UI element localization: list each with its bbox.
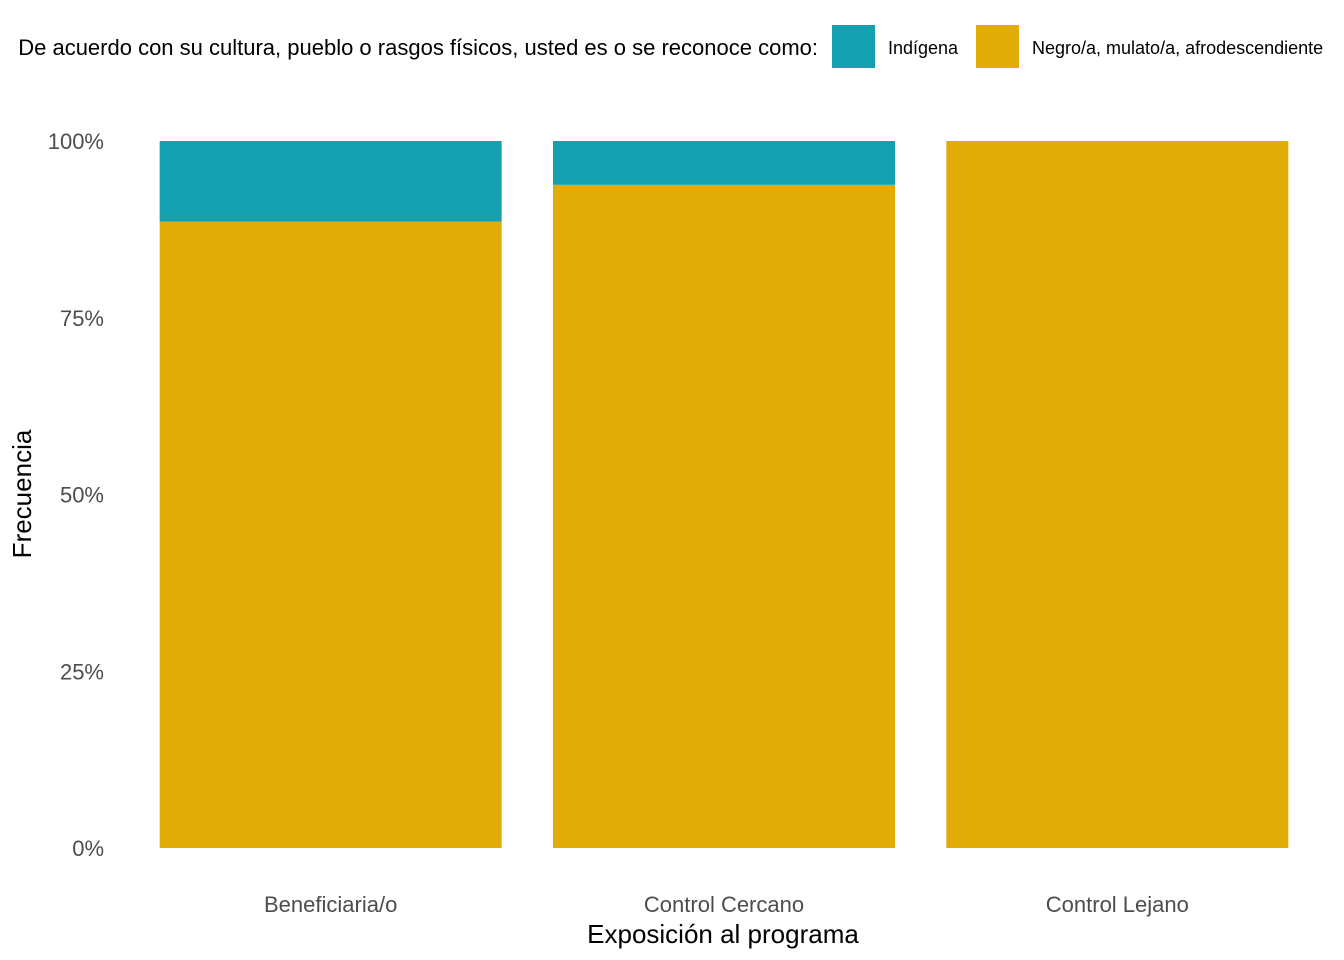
x-tick-label: Beneficiaria/o [264,892,397,917]
y-tick-label: 25% [60,659,104,684]
bar-control-cercano-indigena [553,141,895,185]
bar-beneficiaria-o-negro [159,221,502,848]
y-tick-label: 100% [48,129,104,154]
bars [159,141,1289,849]
x-axis-ticks: Beneficiaria/o Control Cercano Control Lej… [264,892,1189,917]
legend: De acuerdo con su cultura, pueblo o rasg… [18,25,1323,68]
x-axis-title: Exposición al programa [587,919,859,949]
bar-control-lejano-negro [946,141,1289,848]
x-tick-label: Control Lejano [1046,892,1189,917]
y-tick-label: 75% [60,306,104,331]
y-axis-ticks: 0% 25% 50% 75% 100% [48,129,104,861]
legend-label: Negro/a, mulato/a, afrodescendiente [1032,38,1323,58]
legend-key [976,25,1019,68]
legend-title: De acuerdo con su cultura, pueblo o rasg… [18,35,818,60]
x-tick-label: Control Cercano [644,892,804,917]
legend-key [832,25,875,68]
bar-beneficiaria-o-indigena [159,141,502,222]
legend-label: Indígena [888,38,959,58]
bar-control-cercano-negro [553,184,895,849]
y-tick-label: 50% [60,483,104,508]
y-tick-label: 0% [72,836,104,861]
y-axis-title: Frecuencia [7,429,37,558]
